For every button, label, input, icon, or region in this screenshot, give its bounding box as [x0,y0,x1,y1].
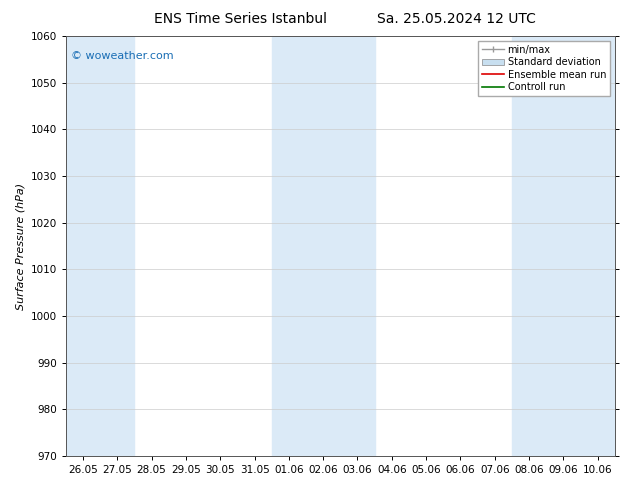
Text: ENS Time Series Istanbul: ENS Time Series Istanbul [155,12,327,26]
Y-axis label: Surface Pressure (hPa): Surface Pressure (hPa) [15,182,25,310]
Bar [66,36,134,456]
Legend: min/max, Standard deviation, Ensemble mean run, Controll run: min/max, Standard deviation, Ensemble me… [479,41,610,96]
Bar [272,36,375,456]
Text: © woweather.com: © woweather.com [71,51,174,61]
Bar [512,36,615,456]
Text: Sa. 25.05.2024 12 UTC: Sa. 25.05.2024 12 UTC [377,12,536,26]
